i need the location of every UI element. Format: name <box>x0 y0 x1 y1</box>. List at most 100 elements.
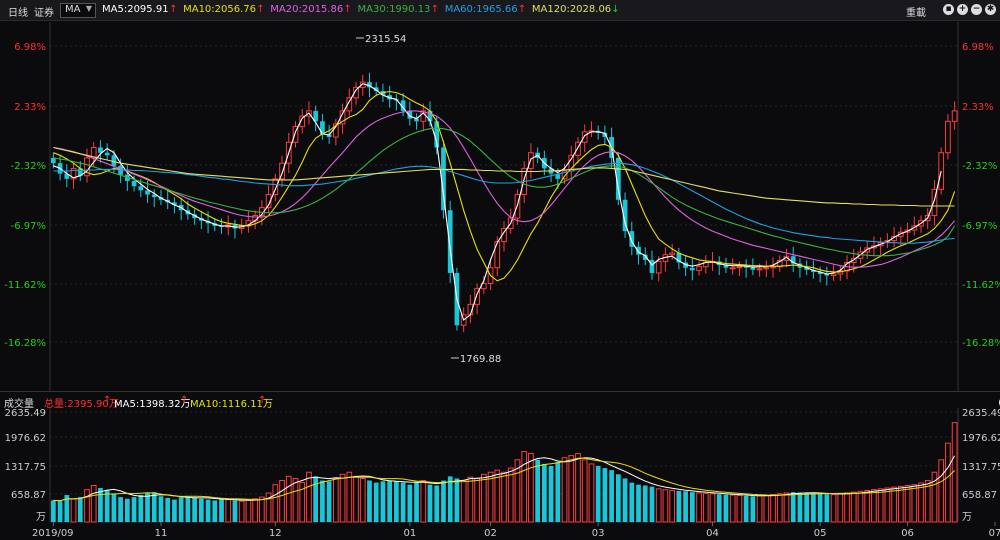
redraw-button[interactable]: 重載 <box>906 8 926 19</box>
candle-body-up <box>763 267 770 270</box>
candle-body-down <box>615 157 621 200</box>
candle-body-down <box>636 246 641 255</box>
volume-bar-down <box>400 482 406 522</box>
indicator-select[interactable]: MA ▼ <box>60 3 96 18</box>
zoom-in-icon[interactable]: + <box>957 4 968 15</box>
candle-body-up <box>561 170 568 180</box>
candle-body-down <box>400 100 406 111</box>
volume-bar-up <box>877 488 884 523</box>
volume-tick-right: 2635.49 <box>962 408 1000 419</box>
volume-tick-right: 1317.75 <box>962 462 1000 473</box>
candle-body-down <box>790 256 796 264</box>
volume-bar-up <box>272 484 279 523</box>
ma-legend-item: MA60:1965.66 <box>444 4 518 15</box>
annotations: 2315.54 1769.88 <box>356 34 501 365</box>
volume-bar-up <box>891 486 897 523</box>
candle-body-up <box>70 167 77 180</box>
candle-body-up <box>272 178 279 196</box>
ma-legend-arrow: ↑ <box>517 4 527 15</box>
volume-bar-up <box>420 480 427 523</box>
ma-legend-arrow: ↑ <box>256 4 265 15</box>
volume-bar-up <box>904 484 911 523</box>
volume-bar-down <box>414 482 419 522</box>
candle-body-down <box>817 271 823 275</box>
candle-body-up <box>346 97 353 112</box>
candle-body-down <box>64 173 70 179</box>
volume-bar-down <box>454 478 460 522</box>
volume-bar-down <box>804 492 810 522</box>
volume-bar-up <box>696 492 702 523</box>
volume-bar-up <box>292 477 299 523</box>
candle-body-down <box>98 147 103 153</box>
volume-ma5: MA5:1398.32万 <box>114 399 191 410</box>
candle-body-up <box>84 157 90 177</box>
volume-bar-down <box>198 498 204 522</box>
ma-line-ma60 <box>53 162 955 244</box>
candle-body-down <box>649 259 655 273</box>
volume-bar-up <box>776 493 783 523</box>
zoom-out-icon[interactable]: − <box>971 4 982 15</box>
candle-body-up <box>299 115 306 128</box>
volume-bar-up <box>299 482 306 523</box>
volume-bar-down <box>131 497 137 522</box>
candle-body-down <box>131 180 137 187</box>
volume-bar-up <box>487 471 494 523</box>
x-tick-label: 03 <box>592 528 605 539</box>
volume-bar-up <box>279 480 285 523</box>
volume-bar-down <box>824 494 830 522</box>
candle-body-down <box>824 274 830 276</box>
price-tick-left: 6.98% <box>14 42 46 53</box>
candle-body-down <box>622 199 628 232</box>
settings-icon[interactable]: ✱ <box>985 4 996 15</box>
security-type-label[interactable]: 证券 <box>34 8 54 19</box>
candle-body-up <box>729 267 736 270</box>
x-tick-label: 01 <box>403 528 416 539</box>
candle-body-up <box>575 141 581 156</box>
ma-line-ma5 <box>53 83 942 321</box>
ma-lines <box>53 83 956 321</box>
ma-legend-arrow: ↓ <box>611 4 620 15</box>
volume-bar-down <box>615 474 621 522</box>
volume-bar-down <box>743 495 749 522</box>
candle-body-up <box>931 188 938 216</box>
volume-legend-bar: 成交量 总量:2395.90万 ↑ MA5:1398.32万 ↑ MA10:11… <box>0 391 1000 410</box>
volume-bar-up <box>669 489 676 523</box>
volume-bar-down <box>373 482 379 522</box>
price-tick-right: -2.32% <box>962 161 997 172</box>
candle-body-down <box>642 254 648 260</box>
axis-labels: 6.98% 6.98% 2.33% 2.33% -2.32% -2.32% -6.97% -6… <box>4 42 1000 523</box>
indicator-select-value: MA <box>65 4 81 15</box>
period-label[interactable]: 日线 <box>8 8 28 19</box>
candle-body-down <box>138 186 144 191</box>
candle-body-down <box>447 210 453 273</box>
volume-bar-down <box>313 476 319 522</box>
volume-bar-down <box>387 480 393 522</box>
volume-bar-down <box>790 492 796 522</box>
volume-bar-down <box>622 478 628 522</box>
candle-body-up <box>279 162 285 180</box>
x-axis-ticks: 2019/09 11 12 01 02 03 04 05 06 07 <box>32 522 1000 539</box>
candle-body-up <box>945 120 951 154</box>
volume-bar-down <box>535 459 540 522</box>
volume-bar-up <box>346 471 353 523</box>
volume-bar-down <box>178 497 184 522</box>
volume-bar-up <box>225 499 232 523</box>
lock-icon[interactable]: ▪ <box>943 4 954 15</box>
volume-bar-up <box>763 494 770 523</box>
volume-bar-up <box>70 498 77 523</box>
x-tick-label: 02 <box>484 528 497 539</box>
volume-bar-up <box>918 482 924 523</box>
price-tick-left: -16.28% <box>4 338 46 349</box>
candle-body-down <box>723 265 729 268</box>
volume-bar-up <box>837 493 844 523</box>
volume-bar-up <box>90 484 97 523</box>
volume-bar-down <box>145 492 150 522</box>
volume-bar-up <box>467 476 474 523</box>
candle-body-down <box>373 87 379 92</box>
price-tick-left: -11.62% <box>4 280 46 291</box>
volume-bar-up <box>480 473 487 523</box>
volume-bar-up <box>770 494 776 523</box>
ma-legend-item: MA30:1990.13 <box>357 4 431 15</box>
